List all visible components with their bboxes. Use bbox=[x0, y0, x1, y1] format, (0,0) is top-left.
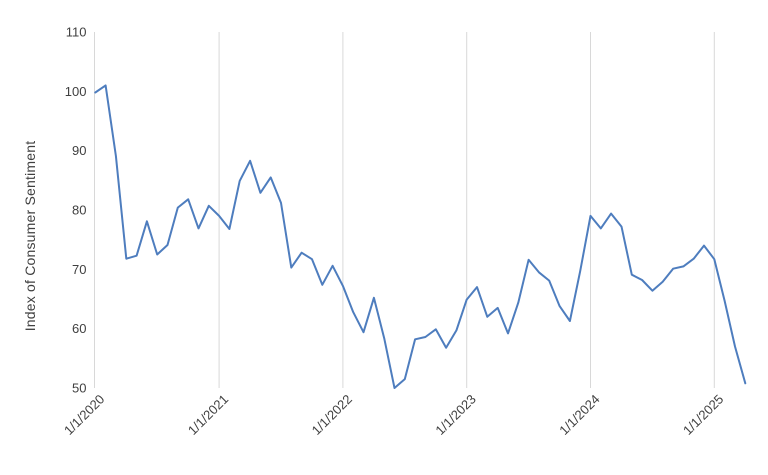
y-tick-label: 80 bbox=[72, 203, 86, 218]
sentiment-line-series bbox=[94, 84, 747, 389]
x-tick-label: 1/1/2022 bbox=[309, 392, 355, 438]
y-axis-title: Index of Consumer Sentiment bbox=[22, 140, 38, 332]
x-tick-label: 1/1/2020 bbox=[61, 392, 107, 438]
y-tick-label: 60 bbox=[72, 321, 86, 336]
y-tick-label: 110 bbox=[66, 25, 87, 40]
y-tick-label: 70 bbox=[72, 262, 86, 277]
y-tick-label: 50 bbox=[72, 381, 86, 396]
x-tick-label: 1/1/2025 bbox=[680, 392, 726, 438]
x-tick-label: 1/1/2021 bbox=[185, 392, 231, 438]
y-tick-label: 90 bbox=[72, 143, 86, 158]
x-tick-label: 1/1/2024 bbox=[556, 392, 602, 438]
y-tick-label: 100 bbox=[65, 84, 87, 99]
x-tick-label: 1/1/2023 bbox=[432, 392, 478, 438]
